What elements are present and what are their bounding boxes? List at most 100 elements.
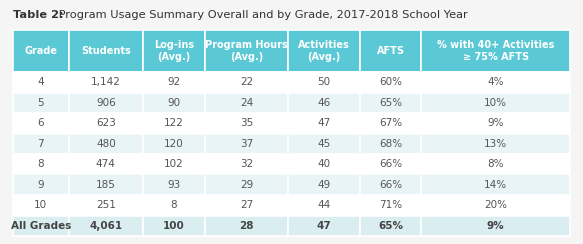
Bar	[69, 113, 143, 133]
Bar	[360, 30, 422, 72]
Bar	[360, 133, 422, 154]
Text: Log-ins
(Avg.): Log-ins (Avg.)	[154, 40, 194, 62]
Bar	[143, 133, 205, 154]
Text: 90: 90	[167, 98, 181, 108]
Bar	[69, 154, 143, 174]
Bar	[205, 215, 289, 236]
Bar	[69, 215, 143, 236]
Text: 9: 9	[37, 180, 44, 190]
Text: 4: 4	[37, 77, 44, 87]
Bar	[422, 215, 570, 236]
Bar	[289, 113, 360, 133]
Text: 474: 474	[96, 159, 116, 169]
Text: 67%: 67%	[379, 118, 402, 128]
Bar	[289, 133, 360, 154]
Bar	[422, 174, 570, 195]
Text: 1,142: 1,142	[91, 77, 121, 87]
Text: 66%: 66%	[379, 180, 402, 190]
Bar	[289, 215, 360, 236]
Text: 60%: 60%	[379, 77, 402, 87]
Bar	[422, 195, 570, 215]
Text: 22: 22	[240, 77, 253, 87]
Text: Students: Students	[81, 46, 131, 56]
Text: 35: 35	[240, 118, 253, 128]
Bar	[205, 154, 289, 174]
Text: 93: 93	[167, 180, 181, 190]
Text: 24: 24	[240, 98, 253, 108]
Text: 10: 10	[34, 200, 47, 210]
Bar	[422, 154, 570, 174]
Bar	[13, 72, 69, 92]
Text: 20%: 20%	[484, 200, 507, 210]
Text: 8: 8	[37, 159, 44, 169]
Bar	[422, 92, 570, 113]
Text: 37: 37	[240, 139, 253, 149]
Text: 102: 102	[164, 159, 184, 169]
Bar	[205, 133, 289, 154]
Bar	[205, 174, 289, 195]
Bar	[289, 72, 360, 92]
Text: Activities
(Avg.): Activities (Avg.)	[298, 40, 350, 62]
Text: 47: 47	[317, 221, 331, 231]
Text: 9%: 9%	[487, 221, 504, 231]
Bar	[205, 195, 289, 215]
Bar	[289, 154, 360, 174]
Text: 122: 122	[164, 118, 184, 128]
Text: 251: 251	[96, 200, 116, 210]
Bar	[69, 72, 143, 92]
Bar	[69, 195, 143, 215]
Bar	[205, 92, 289, 113]
Bar	[143, 215, 205, 236]
Bar	[69, 133, 143, 154]
Text: 185: 185	[96, 180, 116, 190]
Text: 5: 5	[37, 98, 44, 108]
Text: 40: 40	[317, 159, 331, 169]
Bar	[143, 30, 205, 72]
Text: 28: 28	[240, 221, 254, 231]
Text: 29: 29	[240, 180, 253, 190]
Bar	[13, 30, 69, 72]
Bar	[422, 30, 570, 72]
Bar	[13, 113, 69, 133]
Bar	[360, 154, 422, 174]
Text: 65%: 65%	[379, 98, 402, 108]
Bar	[13, 215, 69, 236]
Text: 46: 46	[317, 98, 331, 108]
Text: 68%: 68%	[379, 139, 402, 149]
Bar	[289, 30, 360, 72]
Bar	[143, 92, 205, 113]
Bar	[360, 215, 422, 236]
Text: AFTS: AFTS	[377, 46, 405, 56]
Bar	[289, 174, 360, 195]
Text: 14%: 14%	[484, 180, 507, 190]
Text: 92: 92	[167, 77, 181, 87]
Text: 9%: 9%	[487, 118, 504, 128]
Bar	[289, 195, 360, 215]
Bar	[13, 174, 69, 195]
Text: 100: 100	[163, 221, 185, 231]
Text: 65%: 65%	[378, 221, 403, 231]
Bar	[360, 113, 422, 133]
Text: All Grades: All Grades	[10, 221, 71, 231]
Bar	[69, 174, 143, 195]
Bar	[143, 72, 205, 92]
Bar	[422, 72, 570, 92]
Text: 10%: 10%	[484, 98, 507, 108]
Text: 27: 27	[240, 200, 253, 210]
Bar	[360, 72, 422, 92]
Text: 623: 623	[96, 118, 116, 128]
Bar	[422, 113, 570, 133]
Bar	[13, 92, 69, 113]
Text: 7: 7	[37, 139, 44, 149]
Text: 906: 906	[96, 98, 115, 108]
Text: 50: 50	[317, 77, 331, 87]
Text: 45: 45	[317, 139, 331, 149]
Text: 66%: 66%	[379, 159, 402, 169]
Text: 120: 120	[164, 139, 184, 149]
Bar	[13, 133, 69, 154]
Bar	[360, 92, 422, 113]
Bar	[143, 113, 205, 133]
Text: 32: 32	[240, 159, 253, 169]
Text: 71%: 71%	[379, 200, 402, 210]
Bar	[13, 154, 69, 174]
